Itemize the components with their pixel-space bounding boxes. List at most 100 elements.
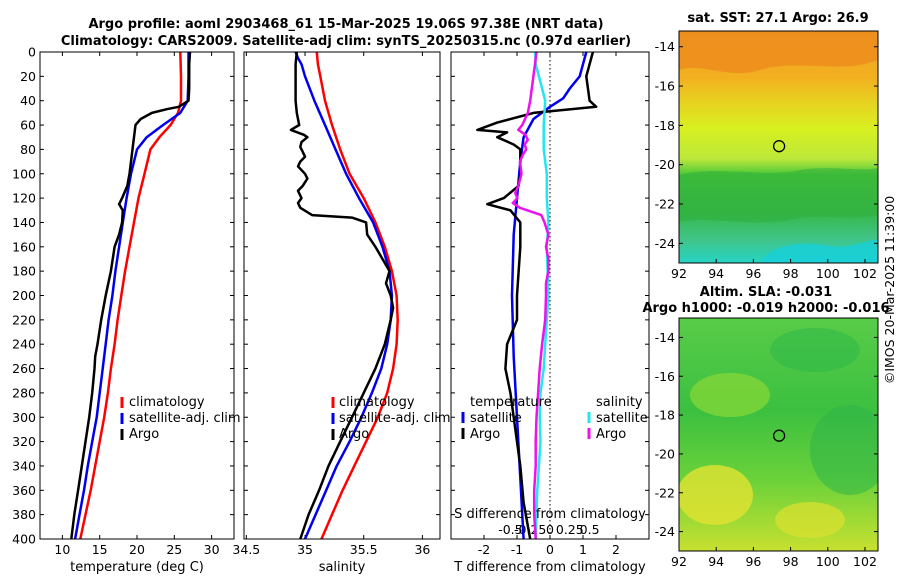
- series-line-argo: [70, 51, 192, 540]
- sla-patch: [679, 465, 753, 525]
- series-line-climatology: [315, 51, 399, 540]
- sla-map-title-line2: Argo h1000: -0.019 h2000: -0.016: [642, 301, 889, 316]
- legend-argo-label: Argo: [339, 427, 369, 442]
- sla-map-panel: Altim. SLA: -0.031 Argo h1000: -0.019 h2…: [642, 285, 889, 569]
- difference-xticks: -2 -1 0 1 2: [478, 52, 620, 557]
- figure-title-line2: Climatology: CARS2009. Satellite-adj cli…: [61, 34, 631, 49]
- y-tick-label: 20: [20, 69, 36, 84]
- x-tick-label: 2: [612, 542, 620, 557]
- temperature-yticks: 0 20 40 60 80 100 120 140 160 180 200 220 240 260 280 3…: [12, 45, 234, 547]
- s-tick-label: 0.25: [556, 522, 584, 537]
- y-tick-label: 160: [12, 239, 36, 254]
- difference-xlabel-top: S difference from climatology: [454, 507, 646, 522]
- y-tick-label: 200: [12, 288, 36, 303]
- y-tick-label: -24: [655, 524, 675, 539]
- x-tick-label: -2: [478, 542, 490, 557]
- legend-satellite-adj-label: satellite-adj. clim: [339, 411, 451, 426]
- temperature-series: [70, 51, 192, 540]
- difference-series: [476, 51, 598, 540]
- salinity-axes-frame: [243, 51, 441, 540]
- series-line-satellite-adj-clim: [294, 51, 394, 540]
- x-tick-label: 36: [414, 542, 430, 557]
- sla-map-frame: [678, 317, 879, 552]
- y-tick-label: 400: [12, 532, 36, 547]
- sst-warm-patch: [679, 31, 878, 74]
- difference-xlabel: T difference from climatology: [453, 560, 646, 575]
- x-tick-label: 94: [708, 554, 724, 569]
- y-tick-label: -20: [655, 446, 675, 461]
- x-tick-label: 98: [783, 554, 799, 569]
- salinity-yticks: [244, 51, 440, 540]
- y-tick-label: 300: [12, 410, 36, 425]
- y-tick-label: 0: [28, 45, 36, 60]
- salinity-series: [289, 51, 399, 540]
- x-tick-label: 34.5: [232, 542, 260, 557]
- x-tick-label: 30: [204, 542, 220, 557]
- legend-s-argo-label: Argo: [596, 427, 626, 442]
- series-line-satellite-adj-clim: [73, 52, 190, 540]
- legend-t-argo-label: Argo: [470, 427, 500, 442]
- x-tick-label: 35.5: [350, 542, 378, 557]
- y-tick-label: -22: [655, 197, 675, 212]
- sla-yticks: -14 -16 -18 -20 -22 -24: [655, 330, 878, 539]
- argo-location-marker: [772, 429, 786, 442]
- difference-legend: temperature satellite Argo salinity sate…: [461, 395, 648, 442]
- legend-t-satellite-label: satellite: [470, 411, 522, 426]
- credit-watermark: ©IMOS 20-Mar-2025 11:39:00: [882, 196, 897, 384]
- sst-map-panel: sat. SST: 27.1 Argo: 26.9 92 94 96 98 100 102…: [655, 11, 879, 281]
- legend-satellite-adj-label: satellite-adj. clim: [129, 411, 241, 426]
- x-tick-label: 94: [708, 266, 724, 281]
- y-tick-label: -20: [655, 157, 675, 172]
- series-line-t-satellite: [510, 51, 588, 540]
- y-tick-label: 180: [12, 264, 36, 279]
- sla-xticks: 92 94 96 98 100 102: [671, 547, 877, 569]
- sla-map-title-line1: Altim. SLA: -0.031: [700, 285, 832, 300]
- temperature-legend: climatology satellite-adj. clim Argo: [120, 395, 241, 442]
- legend-argo-label: Argo: [129, 427, 159, 442]
- y-tick-label: 220: [12, 312, 36, 327]
- x-tick-label: 92: [671, 266, 687, 281]
- y-tick-label: 380: [12, 507, 36, 522]
- y-tick-label: 340: [12, 458, 36, 473]
- x-tick-label: 92: [671, 554, 687, 569]
- argo-location-marker: [772, 140, 786, 153]
- sst-map-frame: [678, 30, 879, 264]
- legend-climatology-label: climatology: [339, 395, 415, 410]
- y-tick-label: 240: [12, 337, 36, 352]
- x-tick-label: 0: [546, 542, 554, 557]
- sla-patch: [690, 373, 770, 417]
- temperature-axes-frame: [39, 51, 235, 540]
- y-tick-label: 140: [12, 215, 36, 230]
- salinity-xticks: 34.5 35 35.5 36: [232, 52, 430, 557]
- sst-cyan-patch: [760, 239, 878, 263]
- y-tick-label: 100: [12, 166, 36, 181]
- y-tick-label: 120: [12, 191, 36, 206]
- series-line-climatology: [79, 51, 183, 540]
- y-tick-label: -16: [655, 79, 675, 94]
- x-tick-label: 102: [853, 266, 877, 281]
- sst-xticks: 92 94 96 98 100 102: [671, 259, 877, 281]
- s-tick-label: -0.5: [498, 522, 522, 537]
- legend-s-satellite-label: satellite: [596, 411, 648, 426]
- x-tick-label: 96: [745, 554, 761, 569]
- temperature-panel: 0 20 40 60 80 100 120 140 160 180 200 220 240 260 280 3…: [12, 45, 240, 576]
- y-tick-label: 60: [20, 118, 36, 133]
- x-tick-label: 25: [166, 542, 182, 557]
- y-tick-label: -18: [655, 408, 675, 423]
- series-line-argo: [289, 51, 395, 540]
- sla-patch: [775, 502, 845, 538]
- y-tick-label: -14: [655, 330, 675, 345]
- temperature-xlabel: temperature (deg C): [70, 560, 204, 575]
- sst-yticks: -14 -16 -18 -20 -22 -24: [655, 39, 878, 251]
- y-tick-label: 80: [20, 142, 36, 157]
- x-tick-label: 1: [579, 542, 587, 557]
- y-tick-label: -22: [655, 485, 675, 500]
- sla-patch: [770, 328, 860, 372]
- x-tick-label: 15: [92, 542, 108, 557]
- y-tick-label: -14: [655, 39, 675, 54]
- sla-patch: [810, 405, 878, 495]
- figure-title-line1: Argo profile: aoml 2903468_61 15-Mar-202…: [88, 17, 603, 32]
- legend-salinity-title: salinity: [596, 395, 643, 410]
- legend-climatology-label: climatology: [129, 395, 205, 410]
